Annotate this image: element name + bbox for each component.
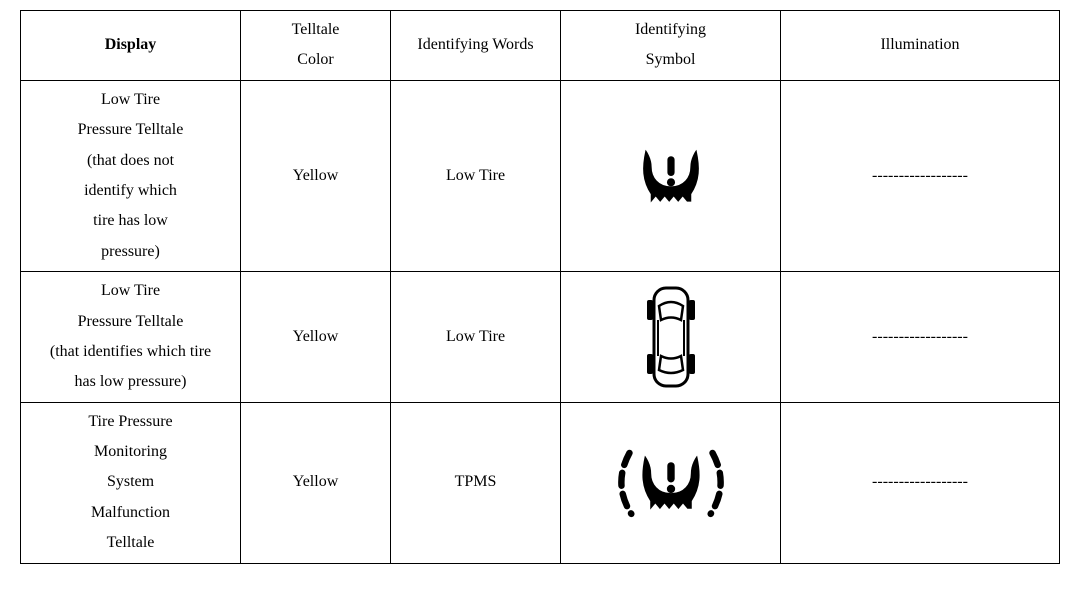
cell-display: Low TirePressure Telltale(that identifie… <box>21 272 241 403</box>
table-row: Low TirePressure Telltale(that identifie… <box>21 272 1060 403</box>
cell-color: Yellow <box>241 402 391 563</box>
col-identifying-symbol: IdentifyingSymbol <box>561 11 781 81</box>
cell-words: Low Tire <box>391 80 561 271</box>
cell-symbol <box>561 272 781 403</box>
table-header-row: Display TelltaleColor Identifying Words … <box>21 11 1060 81</box>
cell-display: Low TirePressure Telltale(that does noti… <box>21 80 241 271</box>
col-telltale-color: TelltaleColor <box>241 11 391 81</box>
cell-color: Yellow <box>241 80 391 271</box>
car-top-icon <box>641 282 701 392</box>
cell-color: Yellow <box>241 272 391 403</box>
col-illumination: Illumination <box>781 11 1060 81</box>
cell-words: Low Tire <box>391 272 561 403</box>
tpms-malfunction-icon <box>611 435 731 530</box>
telltale-table: Display TelltaleColor Identifying Words … <box>20 10 1060 564</box>
col-identifying-words: Identifying Words <box>391 11 561 81</box>
table-row: Tire PressureMonitoringSystemMalfunction… <box>21 402 1060 563</box>
cell-display: Tire PressureMonitoringSystemMalfunction… <box>21 402 241 563</box>
tpms-icon <box>626 131 716 221</box>
cell-symbol <box>561 402 781 563</box>
cell-illumination: ------------------ <box>781 80 1060 271</box>
cell-illumination: ------------------ <box>781 272 1060 403</box>
cell-words: TPMS <box>391 402 561 563</box>
col-display: Display <box>21 11 241 81</box>
cell-symbol <box>561 80 781 271</box>
cell-illumination: ------------------ <box>781 402 1060 563</box>
table-row: Low TirePressure Telltale(that does noti… <box>21 80 1060 271</box>
